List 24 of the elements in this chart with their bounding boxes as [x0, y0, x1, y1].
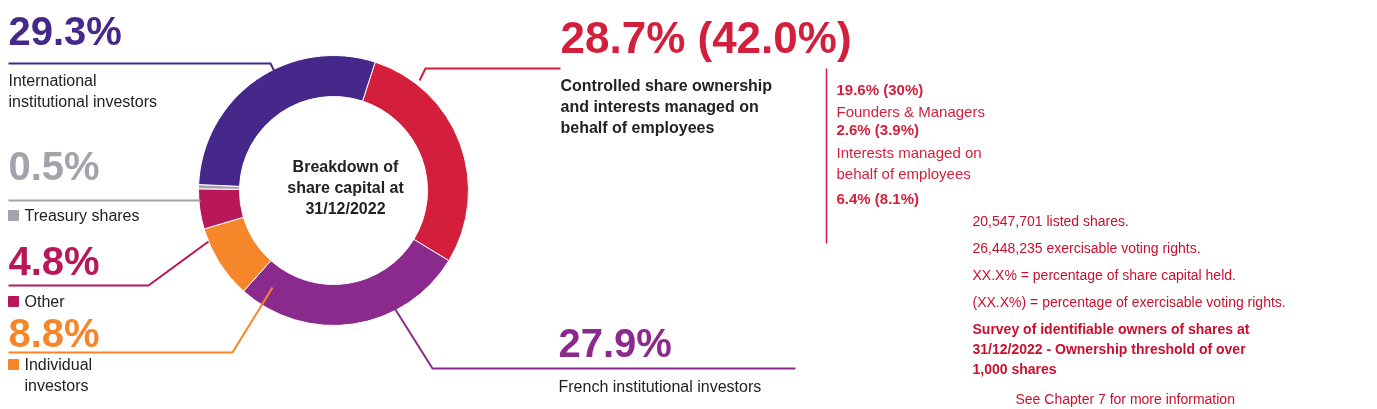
data-label: 27.9% [558, 320, 672, 365]
data-label: 4.8% [8, 238, 100, 283]
legend-label: Treasury shares [24, 206, 140, 224]
slice-label: Controlled share ownership and interests managed on behalf of employees [560, 76, 773, 136]
slice-label: International institutional investors [8, 71, 158, 110]
data-label: 29.3% [8, 8, 122, 53]
text: XX.X% = percentage of share capital held. [972, 266, 1236, 283]
text: See Chapter 7 for more information [1015, 390, 1235, 407]
text: Founders & Managers [836, 102, 985, 120]
text: (XX.X%) = percentage of exercisable voting rights. [972, 293, 1286, 310]
text: 2.6% (3.9%) [836, 120, 920, 138]
legend-label: Individual investors [24, 355, 93, 394]
data-label: 8.8% [8, 310, 100, 355]
text: 19.6% (30%) [836, 80, 924, 98]
text: 20,547,701 listed shares. [972, 212, 1129, 229]
legend-label: Other [24, 292, 66, 310]
data-label: 0.5% [8, 143, 100, 188]
data-label: 28.7% (42.0%) [560, 12, 852, 62]
text: 26,448,235 exercisable voting rights. [972, 239, 1201, 256]
slice-label: French institutional investors [558, 377, 762, 395]
text: Breakdown of share capital at 31/12/2022 [287, 157, 405, 217]
text: Interests managed on behalf of employees [836, 143, 982, 182]
text: 6.4% (8.1%) [836, 189, 920, 207]
text: Survey of identifiable owners of shares at 31/12/2022 - Ownership threshold of over 1,000 shares [972, 320, 1250, 377]
